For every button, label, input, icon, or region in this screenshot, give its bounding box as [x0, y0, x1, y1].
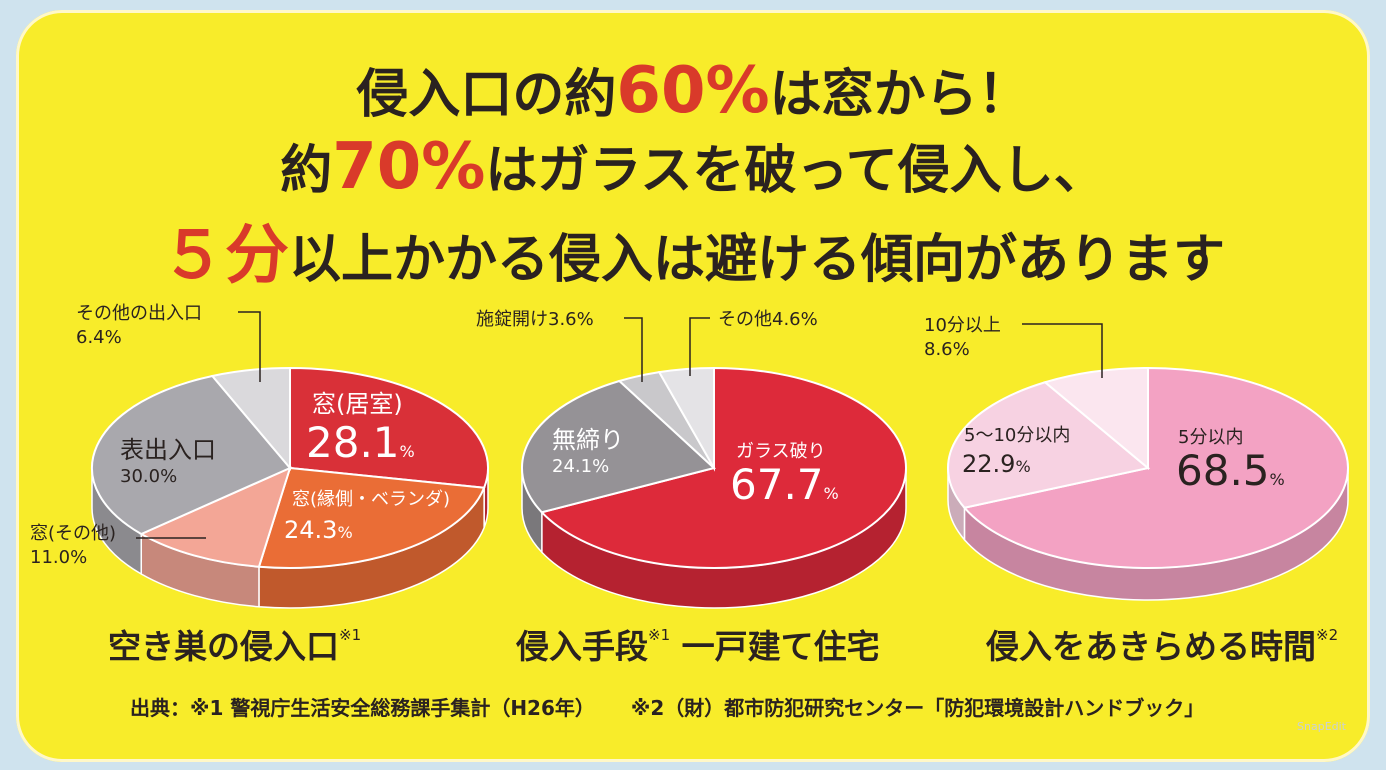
pie2-label-unlocked: 無締り 24.1% [552, 426, 624, 477]
pie1-label-window-other: 窓(その他) 11.0% [30, 523, 117, 568]
headline-accent-5min: ５分 [160, 219, 289, 293]
headline-text: はガラスを破って侵入し、 [485, 141, 1106, 201]
headline-text: 以上かかる侵入は避ける傾向があります [288, 230, 1225, 290]
pie2-label-lockpick: 施錠開け3.6% [476, 309, 594, 330]
pie1-slice-0 [289, 366, 489, 489]
caption-give-up-time: 侵入をあきらめる時間※2 [986, 626, 1339, 666]
watermark: SnapEdit [1297, 720, 1346, 733]
pie1-value-window-veranda: 24.3% [284, 516, 353, 544]
pie-2 [521, 366, 907, 609]
pie2-label-glass: ガラス破り [736, 441, 826, 462]
source-note: 出典：※1 警視庁生活安全総務課手集計（H26年） ※2（財）都市防犯研究センター… [130, 696, 1205, 720]
pie1-slice-2 [139, 466, 292, 568]
pie1-label-other-entrance: その他の出入口 6.4% [76, 303, 202, 348]
pie3-label-5-10: 5〜10分以内 [964, 425, 1071, 446]
pie2-slice-0 [539, 366, 907, 569]
pie1-value-window-room: 28.1% [306, 418, 415, 467]
headline-line-3: ５分以上かかる侵入は避ける傾向があります [0, 204, 1386, 296]
pie3-value-5-10: 22.9% [962, 450, 1031, 478]
pie2-label-other: その他4.6% [718, 309, 818, 330]
leader-line-4 [1022, 323, 1103, 378]
headline-line-2: 約70%はガラスを破って侵入し、 [0, 128, 1386, 204]
leader-line-3 [689, 317, 710, 376]
pie3-label-within-5: 5分以内 [1178, 427, 1244, 448]
pie2-value-glass: 67.7% [730, 460, 839, 509]
pie3-slice-1 [947, 381, 1151, 509]
pie3-label-over-10: 10分以上 8.6% [924, 315, 1001, 360]
pie1-label-front-door: 表出入口 30.0% [120, 436, 216, 487]
pie1-label-window-veranda: 窓(縁側・ベランダ) [292, 489, 451, 510]
pie1-label-window-room: 窓(居室) [312, 390, 403, 418]
pie1-slice-4 [210, 366, 291, 471]
headline-text: 侵入口の約 [356, 65, 617, 125]
pie1-slice-3 [91, 374, 292, 536]
leader-line-0 [238, 311, 261, 382]
headline-text: は窓から！ [769, 65, 1030, 125]
headline-text: 約 [280, 141, 333, 201]
headline-line-1: 侵入口の約60%は窓から！ [0, 52, 1386, 128]
pie-1 [91, 366, 489, 609]
pie2-slice-3 [657, 366, 715, 472]
pie3-value-within-5: 68.5% [1176, 446, 1285, 495]
headline-accent-70: 70% [332, 130, 486, 204]
pie2-slice-1 [521, 379, 717, 514]
pie-3 [947, 366, 1349, 601]
caption-entry-method: 侵入手段※1 一戸建て住宅 [516, 626, 880, 666]
pie1-slice-1 [257, 466, 486, 569]
pie3-slice-2 [1043, 366, 1149, 471]
pie3-slice-0 [962, 366, 1349, 569]
headline-accent-60: 60% [616, 54, 770, 128]
leader-line-2 [624, 317, 643, 382]
caption-entry-point: 空き巣の侵入口※1 [108, 626, 362, 666]
